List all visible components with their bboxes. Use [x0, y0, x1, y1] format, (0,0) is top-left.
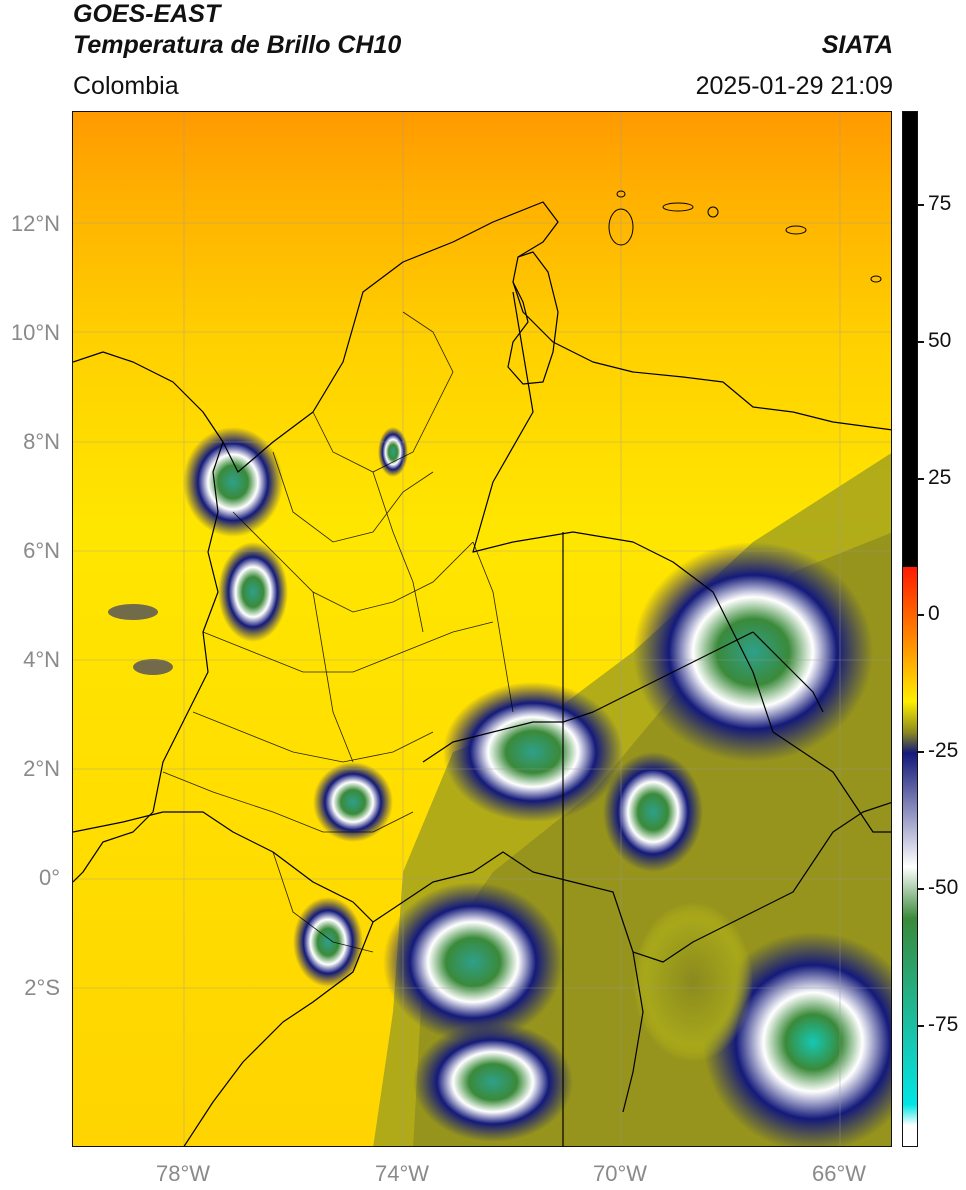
colorbar-tick — [918, 341, 924, 343]
lat-label-12n: 12°N — [10, 211, 60, 236]
lon-label-74w: 74°W — [374, 1161, 430, 1186]
colorbar-tick — [918, 1025, 924, 1027]
map-svg — [73, 112, 891, 1146]
variable-title: Temperatura de Brillo CH10 — [73, 31, 402, 59]
colorbar-tick — [918, 478, 924, 480]
timestamp-label: 2025-01-29 21:09 — [695, 72, 893, 100]
colorbar-tick — [918, 888, 924, 890]
colorbar-label-neg25: -25 — [928, 739, 959, 762]
colorbar-label-neg75: -75 — [928, 1013, 959, 1036]
lat-label-10n: 10°N — [10, 320, 60, 345]
colorbar-label-50: 50 — [928, 329, 952, 352]
colorbar-tick — [918, 751, 924, 753]
region-label: Colombia — [73, 72, 179, 100]
agency-label: SIATA — [821, 31, 893, 59]
lon-label-70w: 70°W — [592, 1161, 648, 1186]
lat-label-6n: 6°N — [23, 538, 60, 563]
colorbar-label-75: 75 — [928, 192, 952, 215]
satellite-map[interactable] — [72, 111, 892, 1147]
colorbar-label-0: 0 — [928, 602, 940, 625]
lon-label-78w: 78°W — [155, 1161, 211, 1186]
colorbar-label-25: 25 — [928, 466, 952, 489]
lat-label-0: 0° — [38, 865, 60, 890]
lat-label-8n: 8°N — [23, 429, 60, 454]
lat-label-2s: 2°S — [24, 975, 60, 1000]
colorbar-tick — [918, 204, 924, 206]
product-title: GOES-EAST — [73, 0, 221, 28]
lon-label-66w: 66°W — [811, 1161, 867, 1186]
lat-label-2n: 2°N — [23, 756, 60, 781]
colorbar — [902, 111, 918, 1147]
colorbar-label-neg50: -50 — [928, 876, 959, 899]
colorbar-tick — [918, 614, 924, 616]
lat-label-4n: 4°N — [23, 647, 60, 672]
